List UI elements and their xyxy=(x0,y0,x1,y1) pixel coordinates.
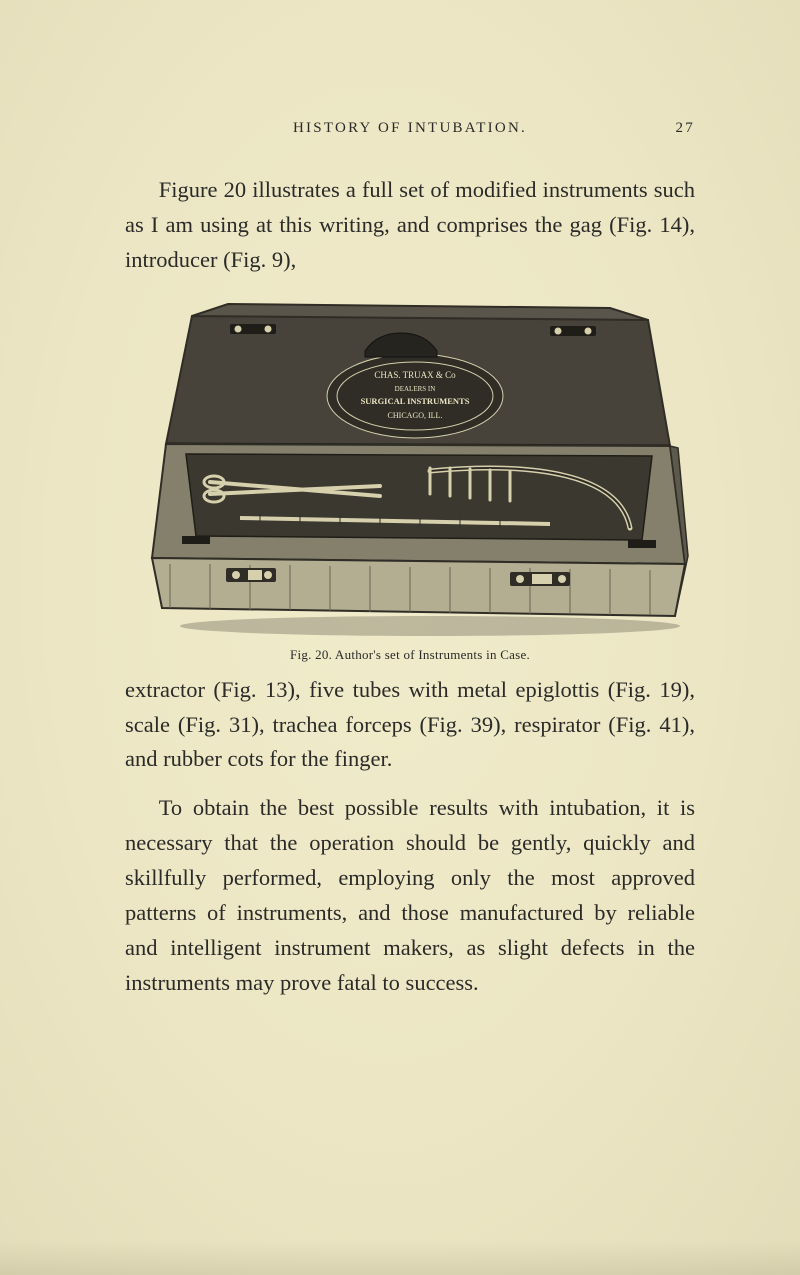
paragraph-1: Figure 20 illustrates a full set of modi… xyxy=(125,173,695,278)
instrument-case-engraving-icon: CHAS. TRUAX & Co DEALERS IN SURGICAL INS… xyxy=(130,296,690,641)
label-top-text: CHAS. TRUAX & Co xyxy=(374,370,456,380)
running-head: HISTORY OF INTUBATION. 27 xyxy=(125,120,695,137)
label-mid2-text: SURGICAL INSTRUMENTS xyxy=(361,396,470,406)
label-bot-text: CHICAGO, ILL. xyxy=(388,411,443,420)
running-title: HISTORY OF INTUBATION. xyxy=(165,120,655,137)
figure-20: CHAS. TRUAX & Co DEALERS IN SURGICAL INS… xyxy=(125,296,695,663)
page-27: HISTORY OF INTUBATION. 27 Figure 20 illu… xyxy=(0,0,800,1275)
paragraph-3: To obtain the best possible results with… xyxy=(125,791,695,1000)
label-mid1-text: DEALERS IN xyxy=(395,385,436,393)
page-number: 27 xyxy=(655,120,695,137)
figure-caption: Fig. 20. Author's set of Instruments in … xyxy=(125,647,695,663)
paragraph-2: extractor (Fig. 13), five tubes with met… xyxy=(125,673,695,778)
